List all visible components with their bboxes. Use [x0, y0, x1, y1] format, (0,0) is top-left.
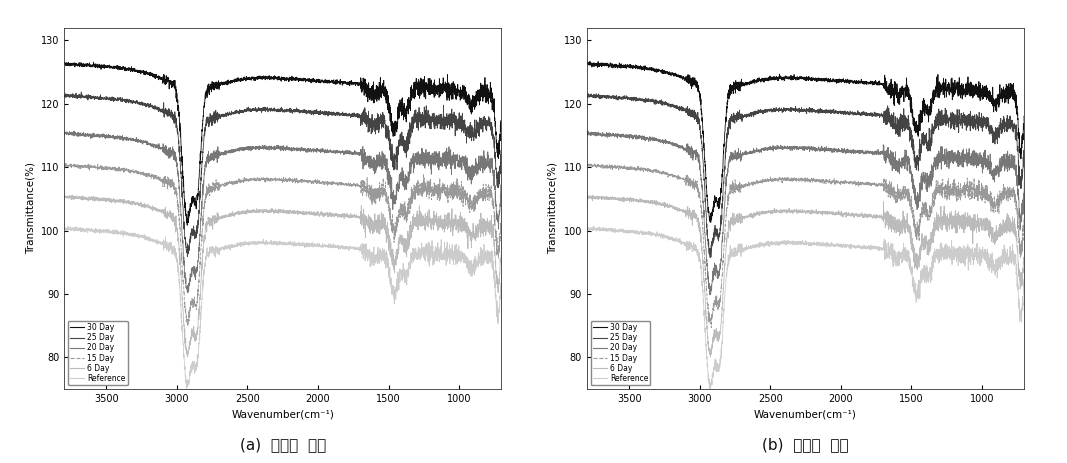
Text: (b)  표면층  소재: (b) 표면층 소재 [762, 437, 849, 452]
X-axis label: Wavenumber(cm⁻¹): Wavenumber(cm⁻¹) [754, 409, 857, 419]
Legend: 30 Day, 25 Day, 20 Day, 15 Day, 6 Day, Reference: 30 Day, 25 Day, 20 Day, 15 Day, 6 Day, R… [591, 321, 651, 385]
Y-axis label: Transmittance(%): Transmittance(%) [26, 163, 35, 254]
X-axis label: Wavenumber(cm⁻¹): Wavenumber(cm⁻¹) [232, 409, 334, 419]
Legend: 30 Day, 25 Day, 20 Day, 15 Day, 6 Day, Reference: 30 Day, 25 Day, 20 Day, 15 Day, 6 Day, R… [68, 321, 128, 385]
Y-axis label: Transmittance(%): Transmittance(%) [548, 163, 558, 254]
Text: (a)  지지층  소재: (a) 지지층 소재 [240, 437, 325, 452]
